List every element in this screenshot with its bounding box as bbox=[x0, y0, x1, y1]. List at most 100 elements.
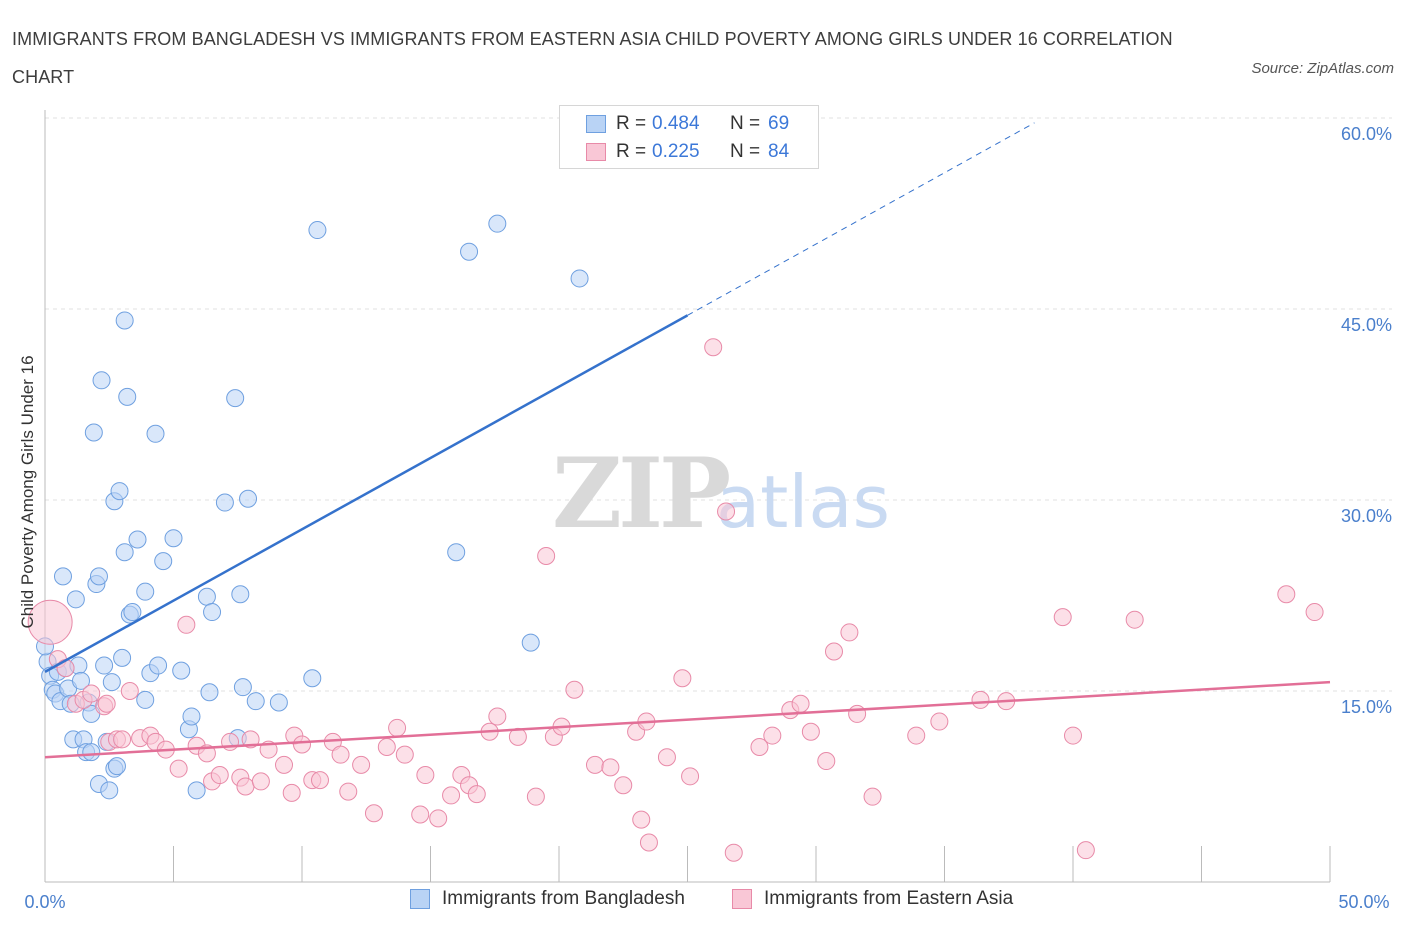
bangladesh-point bbox=[113, 648, 132, 667]
bangladesh-point bbox=[118, 387, 137, 406]
bangladesh-point bbox=[269, 693, 288, 712]
bangladesh-point bbox=[53, 567, 72, 586]
eastern-asia-point bbox=[364, 804, 383, 823]
eastern-asia-point bbox=[241, 730, 260, 749]
bottom-legend-swatch-bangladesh bbox=[410, 889, 430, 909]
trend-dashed bbox=[687, 122, 1035, 316]
eastern-asia-point bbox=[352, 755, 371, 774]
eastern-asia-point bbox=[791, 694, 810, 713]
bangladesh-point bbox=[110, 482, 129, 501]
bottom-legend-label-bangladesh: Immigrants from Bangladesh bbox=[442, 888, 685, 909]
y-tick-label-60: 60.0% bbox=[1341, 124, 1392, 144]
bangladesh-point bbox=[308, 221, 327, 240]
bangladesh-point bbox=[102, 673, 121, 692]
bangladesh-point bbox=[200, 683, 219, 702]
eastern-asia-point bbox=[601, 758, 620, 777]
y-tick-label-45: 45.0% bbox=[1341, 315, 1392, 335]
eastern-asia-point bbox=[113, 730, 132, 749]
bangladesh-point bbox=[107, 757, 126, 776]
eastern-asia-point bbox=[331, 745, 350, 764]
eastern-asia-point bbox=[377, 738, 396, 757]
eastern-asia-point bbox=[763, 726, 782, 745]
series-eastern-asia-points bbox=[27, 338, 1324, 862]
legend-n-value: 84 bbox=[768, 141, 790, 162]
x-tick-min: 0.0% bbox=[24, 892, 65, 912]
eastern-asia-point bbox=[293, 735, 311, 754]
bangladesh-point bbox=[447, 543, 466, 562]
legend-swatch-eastern-asia bbox=[586, 143, 606, 161]
eastern-asia-point bbox=[82, 684, 101, 703]
eastern-asia-point bbox=[56, 659, 75, 678]
eastern-asia-point bbox=[1277, 585, 1296, 604]
bangladesh-point bbox=[187, 781, 206, 800]
legend-swatch-bangladesh bbox=[586, 115, 606, 133]
bangladesh-point bbox=[100, 781, 119, 800]
bangladesh-point bbox=[92, 371, 111, 390]
bangladesh-point bbox=[182, 707, 201, 726]
eastern-asia-point bbox=[1076, 841, 1095, 860]
bangladesh-point bbox=[136, 690, 155, 709]
eastern-asia-point bbox=[848, 704, 867, 723]
eastern-asia-point bbox=[801, 722, 820, 741]
bangladesh-point bbox=[71, 671, 90, 690]
y-axis-label: Child Poverty Among Girls Under 16 bbox=[18, 355, 37, 628]
trend-extension-bangladesh bbox=[687, 122, 1035, 316]
eastern-asia-point bbox=[251, 772, 270, 791]
eastern-asia-point bbox=[395, 745, 414, 764]
bangladesh-point bbox=[66, 590, 85, 609]
bangladesh-point bbox=[95, 656, 114, 675]
eastern-asia-point bbox=[724, 843, 743, 862]
eastern-asia-point bbox=[639, 833, 658, 852]
watermark: ZIP atlas bbox=[552, 437, 890, 550]
y-tick-label-15: 15.0% bbox=[1341, 697, 1392, 717]
bottom-legend-bangladesh: Immigrants from Bangladesh bbox=[410, 888, 685, 910]
eastern-asia-point bbox=[27, 599, 73, 645]
legend-row-bangladesh: R = 0.484 N = 69 bbox=[586, 111, 789, 137]
bottom-legend: Immigrants from Bangladesh Immigrants fr… bbox=[0, 888, 1406, 916]
eastern-asia-point bbox=[824, 642, 843, 661]
eastern-asia-point bbox=[840, 623, 859, 642]
eastern-asia-point bbox=[585, 755, 604, 774]
chart-title: IMMIGRANTS FROM BANGLADESH VS IMMIGRANTS… bbox=[12, 29, 1173, 87]
eastern-asia-point bbox=[673, 669, 692, 688]
bangladesh-point bbox=[115, 543, 134, 562]
bangladesh-point bbox=[146, 424, 165, 443]
bangladesh-point bbox=[123, 603, 142, 622]
legend-n-label: N = bbox=[730, 141, 761, 162]
eastern-asia-point bbox=[411, 805, 430, 824]
bangladesh-point bbox=[460, 242, 479, 261]
eastern-asia-point bbox=[971, 690, 990, 709]
bangladesh-point bbox=[84, 423, 103, 442]
eastern-asia-point bbox=[704, 338, 723, 357]
eastern-asia-point bbox=[388, 718, 407, 737]
legend-n-value: 69 bbox=[768, 113, 790, 134]
eastern-asia-point bbox=[565, 680, 584, 699]
eastern-asia-point bbox=[467, 785, 486, 804]
bangladesh-point bbox=[115, 311, 134, 330]
eastern-asia-point bbox=[442, 786, 461, 805]
eastern-asia-point bbox=[657, 748, 676, 767]
eastern-asia-point bbox=[681, 767, 700, 786]
eastern-asia-point bbox=[339, 782, 358, 801]
bottom-legend-label-eastern-asia: Immigrants from Eastern Asia bbox=[764, 888, 1014, 909]
bangladesh-point bbox=[303, 669, 322, 688]
legend-r-value: 0.225 bbox=[652, 141, 700, 162]
bangladesh-point bbox=[215, 493, 234, 512]
eastern-asia-point bbox=[907, 726, 926, 745]
trend-line-eastern-asia bbox=[44, 680, 1331, 759]
bangladesh-point bbox=[197, 587, 216, 606]
x-tick-max: 50.0% bbox=[1338, 892, 1389, 912]
bangladesh-point bbox=[226, 389, 245, 408]
bottom-legend-swatch-eastern-asia bbox=[732, 889, 752, 909]
trend-line-bangladesh bbox=[44, 314, 689, 673]
y-tick-label-30: 30.0% bbox=[1341, 506, 1392, 526]
bangladesh-point bbox=[89, 567, 108, 586]
legend-r-label: R = bbox=[616, 113, 647, 134]
eastern-asia-point bbox=[210, 766, 229, 785]
eastern-asia-point bbox=[632, 810, 651, 829]
bangladesh-point bbox=[239, 489, 258, 508]
eastern-asia-point bbox=[282, 783, 301, 802]
bottom-legend-eastern-asia: Immigrants from Eastern Asia bbox=[732, 888, 1013, 910]
series-bangladesh-points bbox=[36, 214, 589, 800]
